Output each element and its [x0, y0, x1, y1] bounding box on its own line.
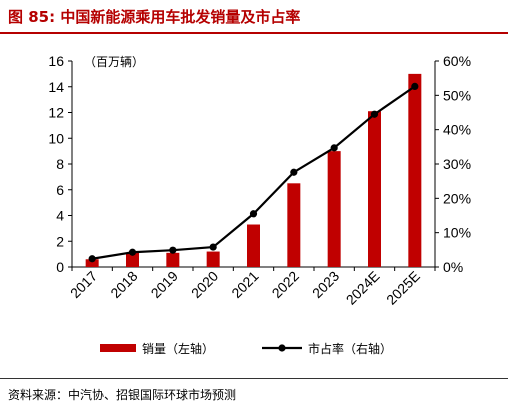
x-tick-label: 2018: [107, 268, 140, 301]
legend-bar-swatch: [100, 344, 136, 352]
share-point: [290, 168, 298, 176]
y-left-tick-label: 12: [48, 105, 64, 121]
y-left-tick-label: 2: [56, 233, 64, 249]
y-left-tick-label: 4: [56, 208, 64, 224]
x-tick-label: 2025E: [383, 268, 423, 308]
bar: [368, 111, 381, 268]
legend-line-label: 市占率（右轴）: [308, 341, 392, 356]
legend-line-marker: [278, 344, 286, 352]
bar: [206, 251, 220, 267]
x-tick-label: 2023: [309, 268, 342, 301]
bar: [85, 259, 99, 267]
chart-title: 图 85: 中国新能源乘用车批发销量及市占率: [8, 8, 301, 26]
y-right-tick-label: 0%: [443, 259, 463, 275]
source-note: 资料来源：中汽协、招银国际环球市场预测: [8, 388, 237, 402]
y-left-tick-label: 14: [48, 79, 64, 95]
y-left-tick-label: 6: [56, 182, 64, 198]
y-left-tick-label: 8: [56, 156, 64, 172]
title-rule: [0, 32, 508, 34]
y-right-tick-label: 30%: [443, 156, 471, 172]
y-right-tick-label: 60%: [443, 53, 471, 69]
y-left-unit-label: （百万辆）: [84, 55, 144, 69]
legend: 销量（左轴） 市占率（右轴）: [100, 341, 392, 356]
share-point: [209, 243, 217, 251]
y-right-tick-label: 20%: [443, 190, 471, 206]
bar: [287, 183, 301, 267]
x-tick-label: 2017: [67, 268, 100, 301]
bar: [166, 252, 180, 267]
bar: [408, 73, 422, 267]
y-right-tick-label: 40%: [443, 122, 471, 138]
bar: [247, 224, 260, 267]
share-point: [88, 255, 96, 263]
x-tick-label: 2024E: [343, 268, 383, 308]
share-point: [330, 144, 338, 152]
share-point: [249, 210, 258, 218]
x-tick-label: 2019: [148, 268, 181, 301]
x-tick-label: 2022: [269, 268, 302, 301]
y-left-tick-label: 10: [48, 130, 64, 146]
y-left-tick-label: 16: [48, 53, 64, 69]
bar: [126, 252, 139, 267]
bar: [327, 151, 341, 267]
y-left-tick-label: 0: [56, 259, 64, 275]
share-point: [128, 248, 137, 256]
y-right-tick-label: 50%: [443, 87, 471, 103]
y-right-tick-label: 10%: [443, 225, 471, 241]
share-point: [411, 82, 419, 91]
share-point: [370, 110, 379, 118]
footer-rule: [0, 378, 508, 379]
x-tick-label: 2021: [228, 268, 261, 301]
share-point: [169, 246, 177, 254]
x-tick-label: 2020: [188, 268, 221, 301]
legend-bar-label: 销量（左轴）: [142, 341, 214, 356]
